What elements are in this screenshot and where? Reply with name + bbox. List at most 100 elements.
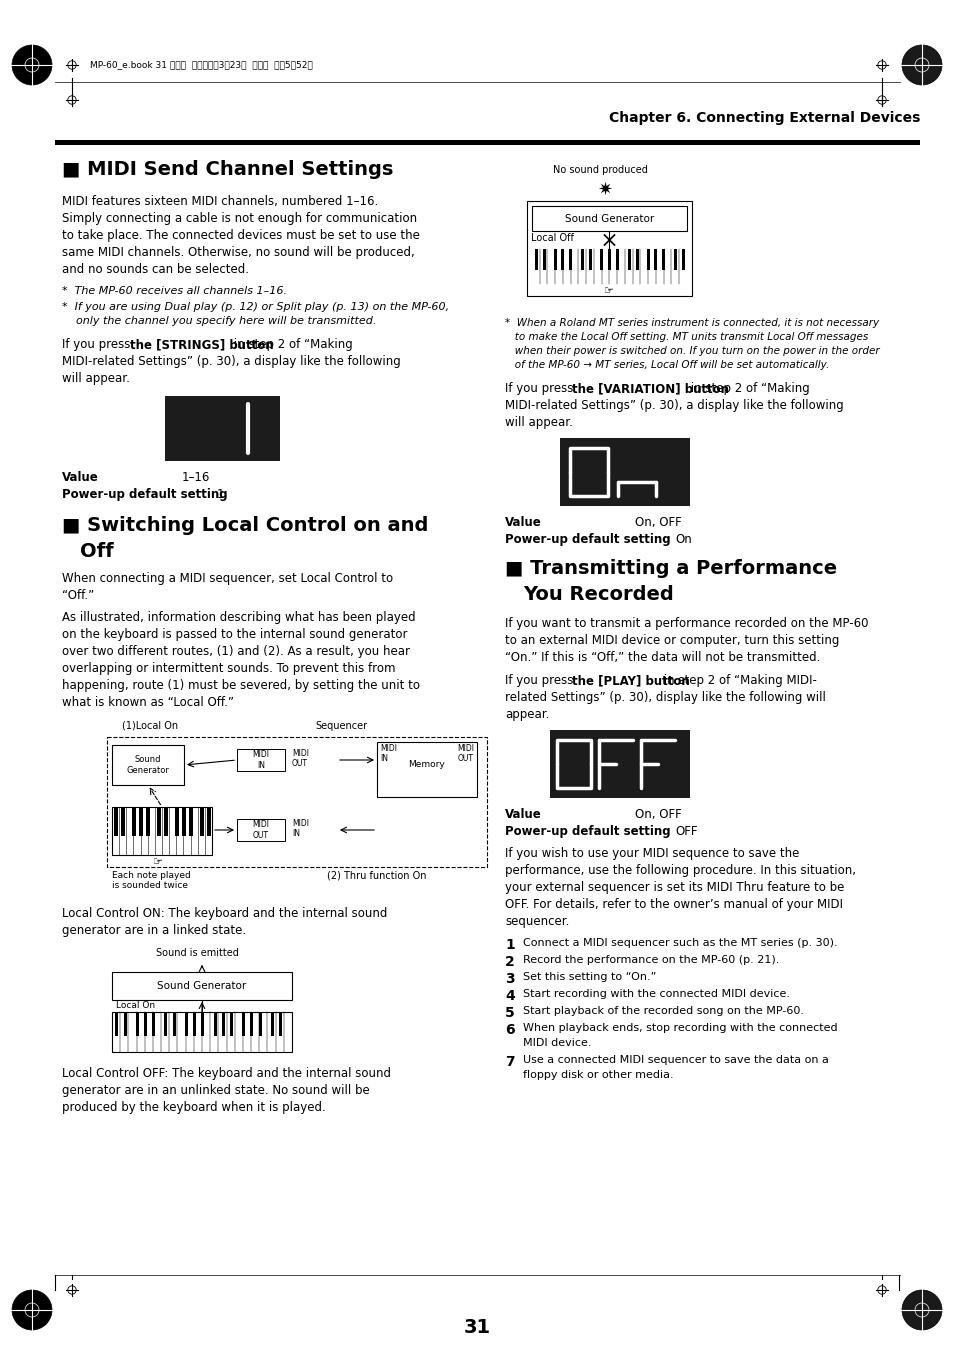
Bar	[271, 1012, 274, 1036]
Text: MIDI
IN: MIDI IN	[292, 819, 309, 839]
Text: 7: 7	[504, 1055, 514, 1069]
Bar	[112, 1012, 292, 1052]
Text: Sound Generator: Sound Generator	[564, 213, 654, 223]
Text: will appear.: will appear.	[504, 416, 572, 430]
Bar	[599, 249, 602, 270]
Bar	[627, 249, 630, 270]
Text: 2: 2	[504, 955, 515, 969]
Text: generator are in a linked state.: generator are in a linked state.	[62, 924, 246, 938]
Text: You Recorded: You Recorded	[522, 585, 673, 604]
Text: Sound Generator: Sound Generator	[157, 981, 247, 992]
Text: *  If you are using Dual play (p. 12) or Split play (p. 13) on the MP-60,: * If you are using Dual play (p. 12) or …	[62, 303, 449, 312]
Text: Use a connected MIDI sequencer to save the data on a: Use a connected MIDI sequencer to save t…	[522, 1055, 828, 1065]
Text: 1: 1	[216, 488, 224, 501]
Bar	[250, 1012, 253, 1036]
Text: On, OFF: On, OFF	[635, 516, 681, 530]
Text: and no sounds can be selected.: and no sounds can be selected.	[62, 263, 249, 276]
Text: to an external MIDI device or computer, turn this setting: to an external MIDI device or computer, …	[504, 634, 839, 647]
Bar	[157, 807, 161, 836]
Bar	[615, 249, 618, 270]
Text: Off: Off	[80, 542, 113, 561]
Text: If you press: If you press	[62, 338, 134, 351]
Text: on the keyboard is passed to the internal sound generator: on the keyboard is passed to the interna…	[62, 628, 407, 640]
Bar	[535, 249, 537, 270]
Bar	[185, 1012, 188, 1036]
Text: generator are in an unlinked state. No sound will be: generator are in an unlinked state. No s…	[62, 1084, 370, 1097]
Text: Value: Value	[504, 808, 541, 821]
Text: appear.: appear.	[504, 708, 549, 721]
Text: ■ Transmitting a Performance: ■ Transmitting a Performance	[504, 559, 836, 578]
Text: When connecting a MIDI sequencer, set Local Control to: When connecting a MIDI sequencer, set Lo…	[62, 571, 393, 585]
Text: only the channel you specify here will be transmitted.: only the channel you specify here will b…	[76, 316, 376, 326]
Bar	[132, 807, 136, 836]
Text: MIDI
IN: MIDI IN	[379, 744, 396, 763]
Text: MP-60_e.book 31 ページ  ２００５年3月23日  水曜日  午後5晄52分: MP-60_e.book 31 ページ ２００５年3月23日 水曜日 午後5晄5…	[90, 61, 313, 69]
Bar	[553, 249, 557, 270]
Text: 6: 6	[504, 1023, 514, 1038]
Text: If you press: If you press	[504, 674, 577, 688]
Text: produced by the keyboard when it is played.: produced by the keyboard when it is play…	[62, 1101, 325, 1115]
Text: Power-up default setting: Power-up default setting	[504, 534, 670, 546]
Text: the [STRINGS] button: the [STRINGS] button	[130, 338, 274, 351]
Text: Sequencer: Sequencer	[314, 721, 367, 731]
Text: what is known as “Local Off.”: what is known as “Local Off.”	[62, 696, 233, 709]
Text: MIDI features sixteen MIDI channels, numbered 1–16.: MIDI features sixteen MIDI channels, num…	[62, 195, 377, 208]
Text: Local Control OFF: The keyboard and the internal sound: Local Control OFF: The keyboard and the …	[62, 1067, 391, 1079]
Bar	[152, 1012, 155, 1036]
Text: overlapping or intermittent sounds. To prevent this from: overlapping or intermittent sounds. To p…	[62, 662, 395, 676]
Text: your external sequencer is set its MIDI Thru feature to be: your external sequencer is set its MIDI …	[504, 881, 843, 894]
Bar	[242, 1012, 245, 1036]
Circle shape	[901, 45, 941, 85]
Circle shape	[901, 1290, 941, 1329]
Bar	[213, 1012, 216, 1036]
Bar	[588, 249, 592, 270]
Bar	[174, 807, 179, 836]
Bar	[200, 807, 204, 836]
Text: Value: Value	[504, 516, 541, 530]
Text: when their power is switched on. If you turn on the power in the order: when their power is switched on. If you …	[504, 346, 879, 357]
Text: floppy disk or other media.: floppy disk or other media.	[522, 1070, 673, 1079]
Text: Local On: Local On	[116, 1001, 155, 1011]
Text: Start recording with the connected MIDI device.: Start recording with the connected MIDI …	[522, 989, 789, 998]
Bar	[114, 807, 118, 836]
Text: Each note played: Each note played	[112, 871, 191, 880]
Bar	[221, 1012, 225, 1036]
Text: Sound is emitted: Sound is emitted	[155, 948, 238, 958]
Text: Start playback of the recorded song on the MP-60.: Start playback of the recorded song on t…	[522, 1006, 803, 1016]
Bar	[258, 1012, 261, 1036]
Text: OFF: OFF	[675, 825, 697, 838]
Text: Power-up default setting: Power-up default setting	[504, 825, 670, 838]
Text: MIDI
IN: MIDI IN	[253, 750, 269, 770]
Bar	[193, 1012, 196, 1036]
Text: MIDI
OUT: MIDI OUT	[456, 744, 474, 763]
Bar	[661, 249, 664, 270]
Bar	[230, 1012, 233, 1036]
Bar	[561, 249, 564, 270]
Bar	[146, 807, 151, 836]
Text: *  The MP-60 receives all channels 1–16.: * The MP-60 receives all channels 1–16.	[62, 286, 287, 296]
Text: When playback ends, stop recording with the connected: When playback ends, stop recording with …	[522, 1023, 837, 1034]
Bar	[139, 807, 143, 836]
Text: sequencer.: sequencer.	[504, 915, 569, 928]
Text: in step 2 of “Making: in step 2 of “Making	[230, 338, 353, 351]
Bar	[112, 744, 184, 785]
Bar	[569, 249, 572, 270]
Text: Local Off: Local Off	[531, 232, 574, 243]
Circle shape	[12, 1290, 52, 1329]
Text: If you press: If you press	[504, 382, 577, 394]
Bar	[121, 807, 125, 836]
Text: Record the performance on the MP-60 (p. 21).: Record the performance on the MP-60 (p. …	[522, 955, 779, 965]
Bar	[526, 201, 691, 296]
Bar	[124, 1012, 127, 1036]
Bar	[165, 396, 280, 461]
Text: On: On	[675, 534, 691, 546]
Bar	[279, 1012, 282, 1036]
Bar	[236, 819, 285, 842]
Text: same MIDI channels. Otherwise, no sound will be produced,: same MIDI channels. Otherwise, no sound …	[62, 246, 415, 259]
Text: On, OFF: On, OFF	[635, 808, 681, 821]
Text: in step 2 of “Making: in step 2 of “Making	[686, 382, 809, 394]
Text: in step 2 of “Making MIDI-: in step 2 of “Making MIDI-	[659, 674, 816, 688]
Text: ■ MIDI Send Channel Settings: ■ MIDI Send Channel Settings	[62, 159, 393, 178]
Text: ☞: ☞	[604, 286, 614, 296]
Bar	[164, 1012, 168, 1036]
